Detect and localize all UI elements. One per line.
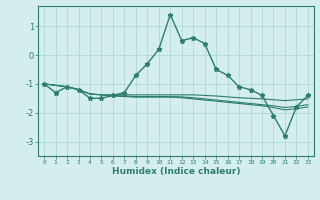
- X-axis label: Humidex (Indice chaleur): Humidex (Indice chaleur): [112, 167, 240, 176]
